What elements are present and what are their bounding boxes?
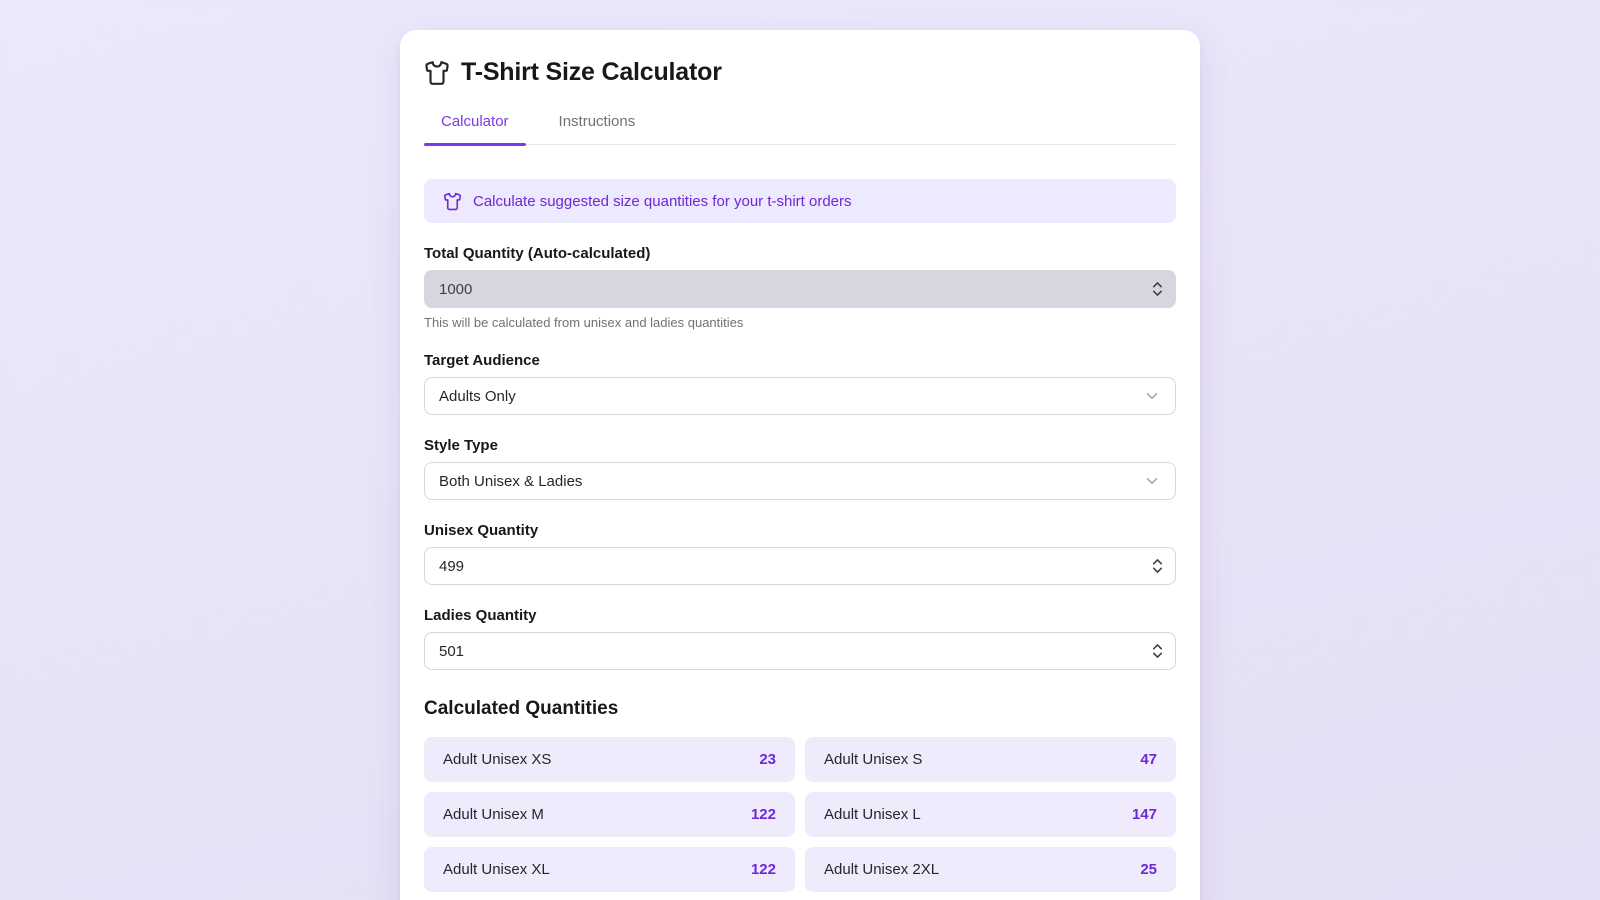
page-title: T-Shirt Size Calculator [461,58,722,86]
result-value: 47 [1140,751,1157,768]
tab-bar: Calculator Instructions [424,103,1176,146]
chevron-down-icon [1143,472,1161,490]
number-stepper-icon [1150,279,1165,299]
results-grid: Adult Unisex XS 23 Adult Unisex S 47 Adu… [424,737,1176,892]
result-tile: Adult Unisex L 147 [805,792,1176,837]
result-tile: Adult Unisex XS 23 [424,737,795,782]
chevron-down-icon [1143,387,1161,405]
total-quantity-label: Total Quantity (Auto-calculated) [424,245,651,262]
result-label: Adult Unisex M [443,806,544,823]
result-value: 147 [1131,806,1157,823]
result-label: Adult Unisex XS [443,751,552,768]
unisex-quantity-label: Unisex Quantity [424,522,539,539]
style-type-label: Style Type [424,437,498,454]
number-stepper-icon[interactable] [1150,556,1165,576]
page-header: T-Shirt Size Calculator [424,58,1176,87]
target-audience-field: Target Audience Adults Only [424,352,1176,415]
unisex-quantity-input[interactable] [424,547,1176,585]
target-audience-select[interactable]: Adults Only [424,377,1176,415]
result-value: 23 [759,751,776,768]
ladies-quantity-label: Ladies Quantity [424,607,537,624]
result-tile: Adult Unisex M 122 [424,792,795,837]
info-banner-text: Calculate suggested size quantities for … [473,192,852,210]
tshirt-icon [424,60,450,86]
total-quantity-field: Total Quantity (Auto-calculated) This wi… [424,245,1176,330]
style-type-select[interactable]: Both Unisex & Ladies [424,462,1176,500]
result-value: 122 [750,861,776,878]
tab-calculator[interactable]: Calculator [424,103,526,146]
tshirt-icon [443,192,462,211]
result-value: 122 [750,806,776,823]
number-stepper-icon[interactable] [1150,641,1165,661]
info-banner: Calculate suggested size quantities for … [424,179,1176,223]
results-heading: Calculated Quantities [424,698,619,719]
total-quantity-helper: This will be calculated from unisex and … [424,315,744,330]
result-tile: Adult Unisex S 47 [805,737,1176,782]
result-label: Adult Unisex XL [443,861,550,878]
result-label: Adult Unisex 2XL [824,861,940,878]
result-tile: Adult Unisex XL 122 [424,847,795,892]
result-value: 25 [1140,861,1157,878]
style-type-field: Style Type Both Unisex & Ladies [424,437,1176,500]
target-audience-label: Target Audience [424,352,540,369]
result-label: Adult Unisex L [824,806,921,823]
unisex-quantity-field: Unisex Quantity [424,522,1176,585]
tab-instructions[interactable]: Instructions [542,103,653,144]
result-tile: Adult Unisex 2XL 25 [805,847,1176,892]
total-quantity-input [424,270,1176,308]
calculator-card: T-Shirt Size Calculator Calculator Instr… [400,30,1200,900]
style-type-value: Both Unisex & Ladies [439,472,583,490]
target-audience-value: Adults Only [439,387,516,405]
ladies-quantity-input[interactable] [424,632,1176,670]
result-label: Adult Unisex S [824,751,923,768]
ladies-quantity-field: Ladies Quantity [424,607,1176,670]
